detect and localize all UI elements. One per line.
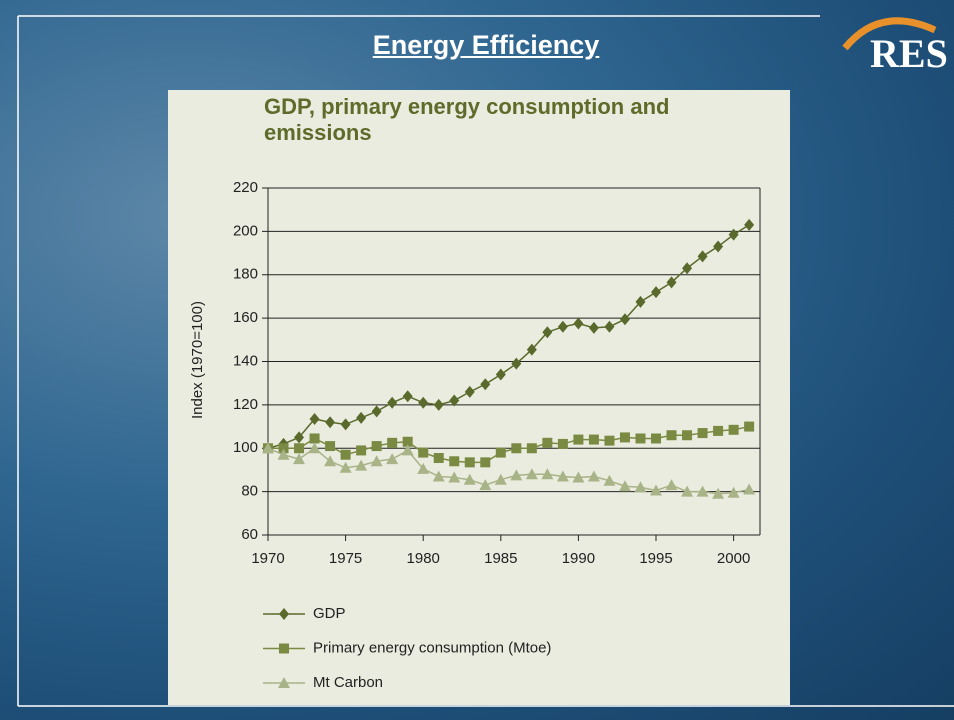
marker (341, 450, 351, 460)
y-tick-label: 160 (233, 309, 258, 326)
marker (386, 453, 398, 464)
marker (496, 369, 506, 381)
legend-label: Mt Carbon (313, 674, 383, 691)
marker (356, 412, 366, 424)
marker (589, 435, 599, 445)
y-tick-label: 220 (233, 179, 258, 196)
marker (635, 433, 645, 443)
marker (667, 276, 677, 288)
legend-label: Primary energy consumption (Mtoe) (313, 639, 551, 656)
marker (479, 479, 491, 490)
marker (729, 229, 739, 241)
marker (604, 321, 614, 333)
marker (698, 250, 708, 262)
marker (325, 416, 335, 428)
chart: Index (1970=100) 60 80 100 120 140 160 180 200 2… (0, 0, 954, 720)
series-line (268, 448, 749, 494)
marker (588, 470, 600, 481)
legend-marker (279, 608, 289, 620)
marker (558, 321, 568, 333)
x-tick-label: 1995 (639, 550, 672, 567)
marker (372, 405, 382, 417)
marker (698, 428, 708, 438)
marker (496, 448, 506, 458)
marker (403, 390, 413, 402)
marker (418, 448, 428, 458)
marker (480, 378, 490, 390)
marker (387, 438, 397, 448)
marker (465, 457, 475, 467)
y-tick-label: 80 (241, 483, 258, 500)
y-tick-label: 180 (233, 266, 258, 283)
marker (713, 241, 723, 253)
marker (511, 358, 521, 370)
y-tick-label: 140 (233, 352, 258, 369)
series-line (268, 225, 749, 448)
x-tick-label: 1990 (562, 550, 595, 567)
marker (542, 438, 552, 448)
marker (341, 418, 351, 430)
marker (558, 439, 568, 449)
marker (682, 430, 692, 440)
legend-label: GDP (313, 605, 346, 622)
y-tick-label: 60 (241, 526, 258, 543)
marker (511, 443, 521, 453)
marker (743, 483, 755, 494)
marker (573, 318, 583, 330)
marker (465, 386, 475, 398)
marker (713, 426, 723, 436)
marker (729, 425, 739, 435)
x-tick-label: 1975 (329, 550, 362, 567)
marker (620, 432, 630, 442)
marker (682, 262, 692, 274)
marker (310, 433, 320, 443)
y-axis-label: Index (1970=100) (189, 301, 206, 419)
marker (589, 322, 599, 334)
slide: Energy Efficiency RES GDP, primary energ… (0, 0, 954, 720)
x-tick-label: 1970 (251, 550, 284, 567)
marker (744, 219, 754, 231)
marker (418, 397, 428, 409)
marker (372, 441, 382, 451)
y-tick-label: 200 (233, 222, 258, 239)
marker (434, 453, 444, 463)
x-tick-label: 1980 (407, 550, 440, 567)
y-tick-label: 100 (233, 439, 258, 456)
marker (667, 430, 677, 440)
marker (387, 397, 397, 409)
marker (651, 286, 661, 298)
marker (433, 470, 445, 481)
marker (619, 480, 631, 491)
marker (604, 436, 614, 446)
x-tick-label: 2000 (717, 550, 750, 567)
marker (294, 443, 304, 453)
x-tick-label: 1985 (484, 550, 517, 567)
marker (434, 399, 444, 411)
marker (356, 445, 366, 455)
marker (325, 441, 335, 451)
marker (573, 435, 583, 445)
marker (651, 433, 661, 443)
marker (527, 443, 537, 453)
legend-marker (279, 644, 289, 654)
marker (666, 479, 678, 490)
marker (480, 457, 490, 467)
marker (744, 422, 754, 432)
y-tick-label: 120 (233, 396, 258, 413)
marker (449, 456, 459, 466)
series-line (268, 427, 749, 463)
